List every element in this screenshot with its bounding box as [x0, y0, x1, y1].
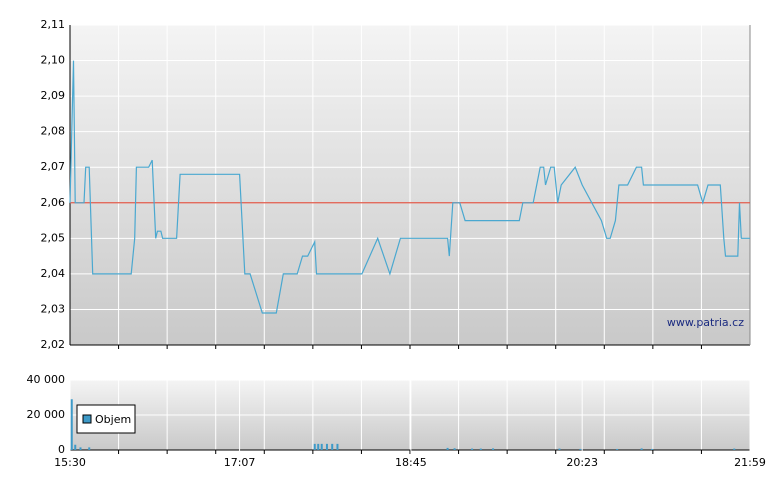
volume-bar	[640, 448, 643, 450]
volume-bar	[651, 448, 654, 450]
volume-bar	[446, 447, 449, 450]
y-tick-label: 0	[58, 443, 65, 456]
volume-bar	[79, 447, 82, 450]
volume-bar	[317, 443, 320, 450]
volume-bar	[74, 444, 77, 450]
y-tick-label: 2,11	[41, 18, 66, 31]
watermark: www.patria.cz	[667, 316, 744, 329]
y-tick-label: 2,06	[41, 196, 66, 209]
volume-bar	[471, 448, 474, 450]
volume-bar	[479, 448, 482, 450]
volume-bar	[579, 448, 582, 450]
y-tick-label: 2,09	[41, 89, 66, 102]
x-tick-label: 20:23	[566, 456, 598, 469]
volume-bar	[320, 443, 323, 450]
legend-label: Objem	[95, 413, 131, 426]
volume-bar	[88, 447, 91, 450]
y-tick-label: 2,08	[41, 125, 66, 138]
volume-bar	[70, 399, 73, 450]
legend-swatch	[82, 414, 92, 424]
y-tick-label: 20 000	[27, 408, 66, 421]
x-tick-label: 18:45	[395, 456, 427, 469]
volume-bar	[325, 443, 328, 450]
price-line	[69, 60, 750, 314]
volume-bar	[331, 443, 334, 450]
y-tick-label: 2,07	[41, 160, 66, 173]
y-tick-label: 2,10	[41, 54, 66, 67]
y-tick-label: 2,05	[41, 231, 66, 244]
x-tick-label: 17:07	[224, 456, 256, 469]
volume-bar	[492, 448, 495, 450]
volume-bar	[616, 448, 619, 450]
volume-bar	[453, 448, 456, 450]
x-tick-label: 21:59	[734, 456, 766, 469]
y-tick-label: 2,04	[41, 267, 66, 280]
volume-bar	[313, 443, 316, 450]
y-tick-label: 40 000	[27, 373, 66, 386]
y-tick-label: 2,02	[41, 338, 66, 351]
volume-bar	[336, 443, 339, 450]
volume-bar	[733, 448, 736, 450]
volume-bar	[558, 448, 561, 450]
y-tick-label: 2,03	[41, 302, 66, 315]
x-tick-label: 15:30	[54, 456, 86, 469]
